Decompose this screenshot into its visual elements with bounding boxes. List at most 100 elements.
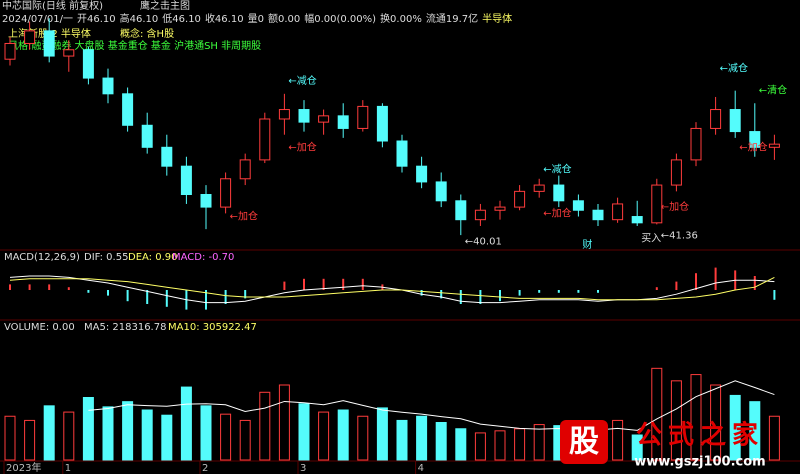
candle-body [455, 200, 467, 221]
candle-body [651, 184, 663, 224]
candle-body [357, 105, 369, 129]
candle-body [553, 184, 565, 202]
quote-item: 收46.10 [205, 12, 244, 25]
quote-item: 2024/07/01/一 [2, 14, 73, 25]
volume-bar [220, 413, 232, 461]
macd-title: MACD(12,26,9) [4, 252, 80, 263]
candle-body [4, 42, 16, 60]
quote-item: 幅0.00(0.00%) [304, 12, 376, 25]
quote-item: 流通19.7亿 [426, 12, 478, 25]
volume-bar [278, 384, 290, 461]
annotation: 买入 [641, 233, 661, 245]
volume-title: VOLUME: 0.00 [4, 322, 75, 333]
ma10-label: MA10: 305922.47 [168, 322, 257, 333]
svg-text:www.gszj100.com: www.gszj100.com [634, 455, 765, 470]
dif-line [9, 275, 775, 304]
candle-body [612, 203, 624, 221]
candle-body [494, 206, 506, 211]
volume-bar [239, 419, 251, 461]
volume-bar [180, 386, 192, 461]
volume-bar [357, 415, 369, 461]
annotation: 财 [582, 238, 592, 251]
candle-body [161, 146, 173, 167]
volume-bar [416, 415, 428, 461]
volume-bar [670, 380, 682, 461]
quote-item: 额0.00 [268, 12, 300, 25]
x-tick-label: 2023年 [6, 461, 41, 474]
candle-body [729, 109, 741, 133]
candle-body [239, 159, 251, 180]
volume-bar [337, 409, 349, 461]
candle-body [710, 109, 722, 129]
annotation: ←清仓 [759, 84, 787, 97]
macd-label: MACD: -0.70 [172, 252, 234, 263]
svg-text:公式之家: 公式之家 [636, 420, 764, 451]
volume-bar [141, 409, 153, 461]
candle-body [690, 127, 702, 161]
volume-bar [710, 384, 722, 461]
volume-bar [63, 411, 75, 461]
dea-label: DEA: 0.90 [128, 252, 178, 263]
dea-line [9, 276, 775, 301]
x-tick-label: 1 [65, 463, 71, 474]
volume-bar [514, 428, 526, 461]
annotation: ←减仓 [720, 62, 748, 75]
annotation: ←40.01 [465, 237, 502, 248]
volume-bar [533, 424, 545, 461]
candle-body [572, 200, 584, 211]
candle-body [24, 30, 36, 44]
volume-ma5-line [88, 380, 775, 431]
volume-bar [768, 415, 780, 461]
annotation: ←加仓 [288, 140, 316, 153]
candle-body [180, 165, 192, 196]
candle-body [43, 30, 55, 57]
candle-body [749, 131, 761, 148]
volume-bar [4, 415, 16, 461]
candle-body [102, 77, 114, 95]
volume-bar [298, 403, 310, 461]
quote-item: 换0.00% [380, 12, 422, 25]
volume-bar [749, 401, 761, 461]
quote-item: 半导体 [482, 12, 512, 25]
annotation: ←加仓 [661, 200, 689, 213]
candle-body [82, 49, 94, 79]
candle-body [768, 143, 780, 148]
annotation: ←减仓 [543, 162, 571, 175]
candle-body [337, 115, 349, 129]
volume-bar [474, 432, 486, 461]
volume-bar [43, 405, 55, 461]
candle-body [220, 178, 232, 208]
stock-name: 中芯国际(日线 前复权) [2, 0, 103, 12]
candle-body [416, 165, 428, 183]
quote-item: 量0 [248, 13, 264, 25]
indicator-name: 鹰之击主图 [140, 0, 190, 12]
quote-item: 开46.10 [77, 14, 116, 25]
candle-body [396, 140, 408, 167]
volume-bar [318, 411, 330, 461]
candle-body [631, 216, 643, 224]
candle-body [318, 115, 330, 123]
volume-bar [259, 391, 271, 461]
quote-item: 低46.10 [162, 12, 201, 25]
candle-body [63, 49, 75, 57]
candle-body [278, 109, 290, 120]
x-tick-label: 2 [202, 463, 208, 474]
annotation: ←减仓 [288, 74, 316, 87]
candle-body [298, 109, 310, 123]
volume-bar [612, 419, 624, 461]
candle-body [514, 190, 526, 208]
volume-bar [651, 367, 663, 461]
candle-body [474, 209, 486, 221]
quote-item: 高46.10 [120, 12, 159, 25]
volume-bar [494, 430, 506, 461]
annotation: ←加仓 [543, 206, 571, 219]
candle-body [122, 93, 134, 126]
watermark: 股 公式之家 www.gszj100.com [560, 420, 766, 470]
volume-bar [729, 394, 741, 461]
candle-body [592, 209, 604, 221]
candle-body [376, 105, 388, 142]
volume-bar [396, 419, 408, 461]
svg-text:股: 股 [569, 425, 599, 460]
candle-body [533, 184, 545, 192]
